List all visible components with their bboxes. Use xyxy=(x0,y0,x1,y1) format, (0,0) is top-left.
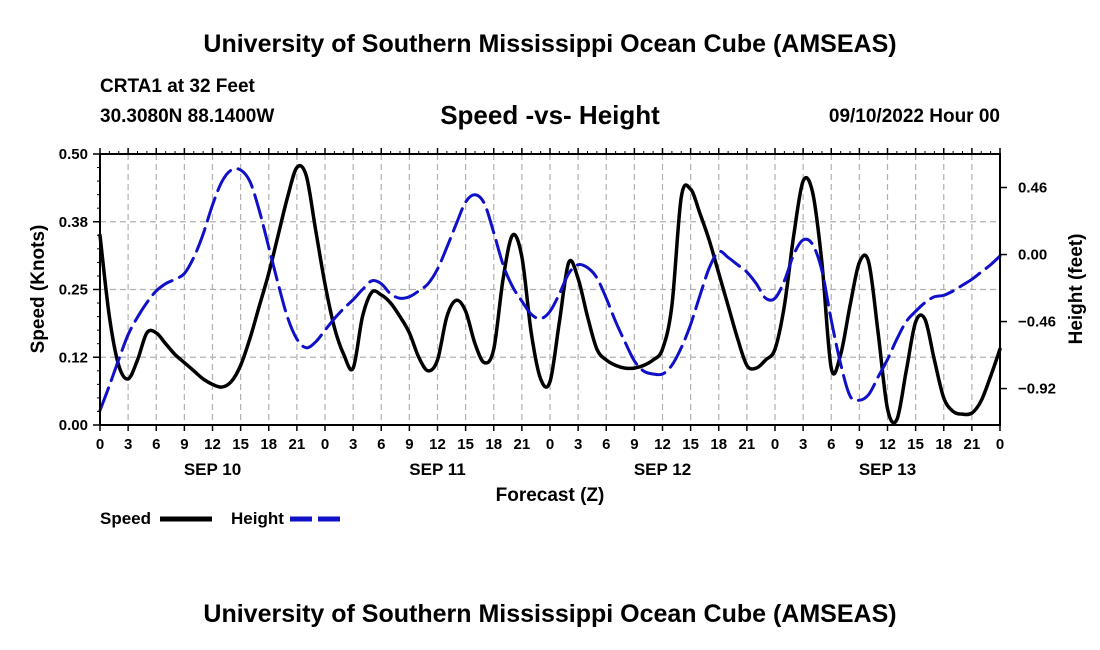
y2-axis-title: Height (feet) xyxy=(1066,234,1087,345)
x-tick-label: 15 xyxy=(457,436,474,453)
x-tick-label: 6 xyxy=(377,436,385,453)
x-tick-label: 21 xyxy=(289,436,306,453)
y2-tick-label: −0.92 xyxy=(1018,381,1056,398)
x-tick-label: 18 xyxy=(485,436,502,453)
series-lines xyxy=(98,164,1002,425)
x-tick-label: 21 xyxy=(964,436,981,453)
y2-tick-label: −0.46 xyxy=(1018,314,1056,331)
x-tick-label: 9 xyxy=(630,436,638,453)
x-tick-label: 6 xyxy=(602,436,610,453)
x-tick-label: 21 xyxy=(739,436,756,453)
date-label: SEP 13 xyxy=(859,460,916,479)
x-tick-label: 15 xyxy=(682,436,699,453)
date-label: SEP 12 xyxy=(634,460,691,479)
x-tick-label: 0 xyxy=(96,436,104,453)
x-tick-label: 12 xyxy=(204,436,221,453)
y-tick-label: 0.38 xyxy=(59,214,88,231)
x-tick-label: 9 xyxy=(405,436,413,453)
x-tick-label: 0 xyxy=(321,436,329,453)
footer-title: University of Southern Mississippi Ocean… xyxy=(203,600,897,628)
x-tick-label: 6 xyxy=(827,436,835,453)
x-tick-label: 18 xyxy=(710,436,727,453)
x-tick-label: 0 xyxy=(771,436,779,453)
x-tick-label: 18 xyxy=(260,436,277,453)
x-tick-label: 12 xyxy=(879,436,896,453)
x-axis-title: Forecast (Z) xyxy=(496,485,605,506)
x-tick-label: 15 xyxy=(232,436,249,453)
x-tick-label: 18 xyxy=(935,436,952,453)
y-tick-label: 0.50 xyxy=(59,146,88,163)
date-label: SEP 10 xyxy=(184,460,241,479)
y-tick-label: 0.12 xyxy=(59,349,88,366)
x-tick-label: 21 xyxy=(514,436,531,453)
x-tick-label: 6 xyxy=(152,436,160,453)
station-label: CRTA1 at 32 Feet xyxy=(100,76,255,97)
chart-title: Speed -vs- Height xyxy=(440,100,660,130)
date-label: SEP 11 xyxy=(409,460,465,479)
y2-tick-label: 0.00 xyxy=(1018,247,1047,264)
legend-speed-label: Speed xyxy=(100,509,152,528)
x-tick-label: 9 xyxy=(180,436,188,453)
main-title: University of Southern Mississippi Ocean… xyxy=(203,30,897,58)
x-tick-label: 12 xyxy=(654,436,671,453)
speed-series-line xyxy=(98,164,1002,425)
x-tick-label: 15 xyxy=(907,436,924,453)
x-tick-label: 3 xyxy=(349,436,357,453)
timestamp-label: 09/10/2022 Hour 00 xyxy=(828,106,1000,127)
x-tick-label: 0 xyxy=(546,436,554,453)
y-tick-label: 0.25 xyxy=(59,282,88,299)
x-tick-label: 3 xyxy=(799,436,807,453)
y-tick-label: 0.00 xyxy=(59,417,88,434)
x-tick-label: 0 xyxy=(996,436,1004,453)
y-axis-title: Speed (Knots) xyxy=(28,225,49,354)
x-tick-label: 3 xyxy=(574,436,582,453)
height-series-line xyxy=(98,167,1002,412)
x-tick-label: 9 xyxy=(855,436,863,453)
y2-tick-label: 0.46 xyxy=(1018,180,1047,197)
coordinates-label: 30.3080N 88.1400W xyxy=(100,106,275,127)
legend-height-label: Height xyxy=(231,509,284,528)
x-tick-label: 3 xyxy=(124,436,132,453)
x-tick-label: 12 xyxy=(429,436,446,453)
axes: 0 3 6 9 12 15 18 21 0 3 6 9 12 15 18 21 0 3 6 9 12 15 18 21 0 3 6 9… xyxy=(59,146,1056,479)
